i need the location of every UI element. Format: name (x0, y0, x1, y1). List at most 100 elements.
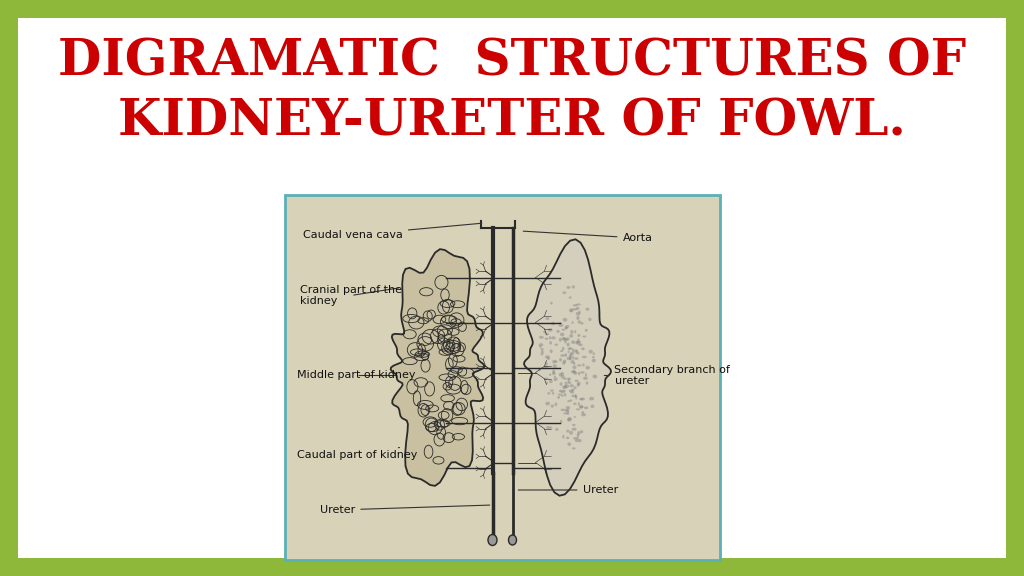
Ellipse shape (562, 361, 565, 365)
Ellipse shape (581, 347, 585, 350)
Ellipse shape (569, 355, 571, 358)
Ellipse shape (572, 448, 575, 449)
Ellipse shape (573, 372, 578, 375)
Ellipse shape (555, 403, 557, 406)
Ellipse shape (567, 417, 572, 421)
Ellipse shape (565, 337, 569, 341)
Ellipse shape (592, 356, 595, 358)
Ellipse shape (564, 381, 567, 385)
Ellipse shape (560, 372, 564, 376)
Ellipse shape (584, 407, 589, 409)
Ellipse shape (570, 352, 574, 355)
Ellipse shape (567, 347, 570, 350)
Ellipse shape (571, 321, 573, 324)
Ellipse shape (546, 362, 548, 366)
Ellipse shape (553, 364, 557, 368)
Ellipse shape (579, 406, 584, 408)
Ellipse shape (563, 412, 568, 414)
Ellipse shape (581, 322, 584, 325)
Ellipse shape (569, 384, 574, 387)
Ellipse shape (558, 322, 562, 324)
Ellipse shape (572, 424, 575, 426)
Ellipse shape (573, 416, 575, 418)
Ellipse shape (580, 405, 584, 408)
Ellipse shape (579, 439, 582, 442)
Ellipse shape (564, 340, 567, 343)
Ellipse shape (589, 397, 594, 400)
Ellipse shape (550, 389, 554, 392)
Text: Middle part of kidney: Middle part of kidney (297, 370, 416, 381)
Ellipse shape (570, 330, 573, 334)
Ellipse shape (585, 373, 587, 377)
Ellipse shape (563, 378, 567, 380)
Ellipse shape (562, 435, 564, 439)
Ellipse shape (558, 393, 562, 396)
Text: Caudal part of kidney: Caudal part of kidney (297, 448, 418, 460)
Ellipse shape (577, 316, 580, 320)
Ellipse shape (569, 353, 572, 357)
Ellipse shape (549, 373, 551, 376)
Ellipse shape (571, 370, 575, 374)
Ellipse shape (593, 374, 597, 378)
Ellipse shape (562, 338, 566, 341)
Ellipse shape (571, 348, 574, 352)
Ellipse shape (539, 367, 541, 372)
Ellipse shape (577, 352, 580, 355)
Ellipse shape (586, 308, 590, 310)
Ellipse shape (569, 308, 573, 312)
Ellipse shape (565, 327, 567, 329)
Ellipse shape (566, 382, 571, 384)
Ellipse shape (561, 329, 565, 331)
Ellipse shape (551, 322, 555, 325)
Ellipse shape (573, 403, 577, 405)
Ellipse shape (569, 399, 572, 402)
Ellipse shape (569, 334, 573, 338)
Ellipse shape (571, 389, 574, 392)
Ellipse shape (549, 380, 553, 383)
Ellipse shape (559, 358, 562, 362)
Ellipse shape (573, 386, 577, 389)
Ellipse shape (578, 402, 580, 406)
Ellipse shape (555, 428, 558, 431)
Ellipse shape (563, 359, 566, 363)
Ellipse shape (578, 338, 580, 342)
Ellipse shape (561, 375, 564, 379)
Ellipse shape (563, 390, 565, 393)
Bar (285, 195, 720, 560)
Ellipse shape (560, 390, 564, 393)
Ellipse shape (552, 360, 556, 363)
Ellipse shape (559, 338, 562, 342)
Ellipse shape (552, 372, 556, 375)
Ellipse shape (578, 334, 581, 337)
Ellipse shape (561, 395, 563, 397)
Ellipse shape (577, 382, 581, 386)
Ellipse shape (560, 350, 563, 352)
Ellipse shape (563, 385, 567, 388)
Ellipse shape (574, 380, 579, 382)
Ellipse shape (567, 442, 571, 446)
Ellipse shape (592, 359, 596, 362)
Ellipse shape (572, 308, 578, 310)
Ellipse shape (550, 349, 553, 353)
Ellipse shape (566, 286, 570, 289)
Ellipse shape (563, 393, 566, 396)
Text: Secondary branch of
ureter: Secondary branch of ureter (604, 365, 730, 386)
Ellipse shape (577, 437, 579, 439)
Ellipse shape (541, 353, 544, 355)
Ellipse shape (544, 377, 549, 380)
Ellipse shape (545, 355, 550, 358)
Ellipse shape (559, 390, 562, 392)
Ellipse shape (546, 382, 548, 384)
Text: Aorta: Aorta (523, 231, 652, 243)
Ellipse shape (562, 347, 564, 351)
Ellipse shape (583, 377, 588, 380)
Ellipse shape (560, 354, 565, 357)
Ellipse shape (575, 396, 578, 400)
Ellipse shape (577, 341, 581, 344)
Ellipse shape (575, 408, 581, 410)
Text: DIGRAMATIC  STRUCTURES OF: DIGRAMATIC STRUCTURES OF (58, 37, 966, 86)
Ellipse shape (574, 330, 577, 334)
Ellipse shape (572, 356, 574, 360)
Ellipse shape (569, 347, 572, 350)
Ellipse shape (583, 335, 587, 338)
